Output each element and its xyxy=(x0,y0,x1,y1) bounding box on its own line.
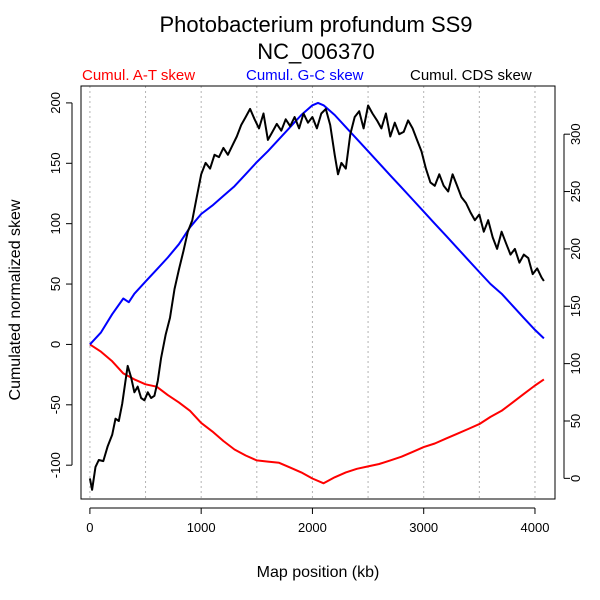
chart-titles: Photobacterium profundum SS9 NC_006370 xyxy=(159,12,472,64)
x-axis: 0 1000 2000 3000 4000 xyxy=(86,507,550,535)
y2-tick-label-50: 50 xyxy=(568,414,583,428)
y-tick-label--100: -100 xyxy=(48,452,63,478)
legend-entry-gc-skew: Cumul. G-C skew xyxy=(246,67,364,84)
chart-title: Photobacterium profundum SS9 xyxy=(159,12,472,37)
y-tick-label--50: -50 xyxy=(48,395,63,414)
legend-entry-cds-skew: Cumul. CDS skew xyxy=(410,67,532,84)
chart-subtitle: NC_006370 xyxy=(257,39,374,64)
x-axis-label: Map position (kb) xyxy=(257,564,380,581)
x-tick-label-4000: 4000 xyxy=(521,520,550,535)
y-tick-label-150: 150 xyxy=(48,152,63,174)
y2-tick-label-250: 250 xyxy=(568,181,583,203)
vertical-gridlines xyxy=(89,86,536,499)
legend: Cumul. A-T skew Cumul. G-C skew Cumul. C… xyxy=(82,67,532,84)
series-line-cumul-a-t-skew xyxy=(89,343,545,485)
y2-tick-label-0: 0 xyxy=(568,475,583,482)
x-tick-label-0: 0 xyxy=(86,520,93,535)
y-tick-label-100: 100 xyxy=(48,213,63,235)
y2-tick-label-300: 300 xyxy=(568,123,583,145)
y2-tick-label-200: 200 xyxy=(568,238,583,260)
series-line-cumul-g-c-skew xyxy=(89,101,545,346)
x-tick-label-2000: 2000 xyxy=(298,520,327,535)
plot-frame xyxy=(80,85,556,500)
x-tick-label-3000: 3000 xyxy=(409,520,438,535)
x-tick-label-1000: 1000 xyxy=(187,520,216,535)
y2-tick-label-150: 150 xyxy=(568,295,583,317)
y-tick-label-200: 200 xyxy=(48,92,63,114)
legend-entry-at-skew: Cumul. A-T skew xyxy=(82,67,195,84)
series-line-cumul-cds-skew xyxy=(88,104,545,491)
y-tick-label-50: 50 xyxy=(48,277,63,291)
y-axis-right: 0 50 100 150 200 250 300 xyxy=(563,123,583,482)
y-axis-left: -100 -50 0 50 100 150 200 xyxy=(48,92,73,478)
y2-tick-label-100: 100 xyxy=(568,353,583,375)
y-tick-label-0: 0 xyxy=(48,341,63,348)
y-axis-label: Cumulated normalized skew xyxy=(7,199,24,400)
series-lines xyxy=(88,101,545,491)
